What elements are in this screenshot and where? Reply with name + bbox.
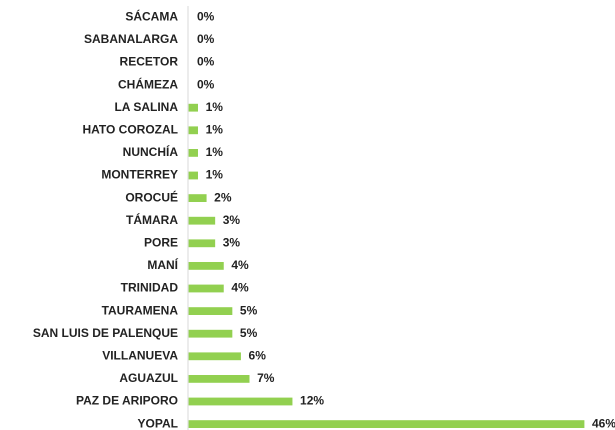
value-label: 0%: [197, 77, 215, 91]
category-label: AGUAZUL: [119, 371, 178, 385]
category-label: HATO COROZAL: [82, 122, 178, 136]
bar: [188, 261, 224, 270]
category-label: PAZ DE ARIPORO: [76, 394, 178, 408]
value-label: 0%: [197, 32, 215, 46]
category-label: YOPAL: [138, 416, 178, 430]
bar: [188, 397, 293, 406]
bar: [188, 420, 585, 429]
category-label: MONTERREY: [101, 168, 178, 182]
bar: [188, 216, 216, 225]
category-label: CHÁMEZA: [118, 76, 178, 91]
value-label: 0%: [197, 55, 215, 69]
bar: [188, 171, 198, 180]
value-label: 4%: [231, 281, 249, 295]
bar: [188, 352, 241, 361]
bar: [188, 194, 207, 203]
value-label: 3%: [223, 213, 241, 227]
category-label: TAURAMENA: [102, 303, 179, 317]
bar: [188, 126, 198, 135]
bar: [188, 239, 216, 248]
value-label: 4%: [231, 258, 249, 272]
value-label: 1%: [206, 145, 224, 159]
value-label: 5%: [240, 303, 258, 317]
value-label: 3%: [223, 235, 241, 249]
bar: [188, 284, 224, 293]
category-label: TÁMARA: [126, 212, 178, 227]
bar: [188, 307, 233, 316]
category-label: LA SALINA: [114, 100, 178, 114]
bar: [188, 329, 233, 338]
category-label: OROCUÉ: [125, 189, 178, 204]
category-label: SAN LUIS DE PALENQUE: [33, 326, 178, 340]
value-label: 7%: [257, 371, 275, 385]
value-label: 12%: [300, 394, 324, 408]
category-label: NUNCHÍA: [123, 144, 179, 159]
value-label: 0%: [197, 9, 215, 23]
bar: [188, 148, 198, 157]
category-label: VILLANUEVA: [102, 348, 178, 362]
category-label: MANÍ: [147, 257, 178, 272]
value-label: 2%: [214, 190, 232, 204]
category-label: SABANALARGA: [84, 32, 178, 46]
category-label: SÁCAMA: [125, 8, 178, 23]
category-label: TRINIDAD: [121, 281, 179, 295]
value-label: 1%: [206, 168, 224, 182]
category-label: RECETOR: [120, 55, 179, 69]
value-label: 1%: [206, 122, 224, 136]
bar: [188, 374, 250, 383]
value-label: 1%: [206, 100, 224, 114]
category-label: PORE: [144, 235, 178, 249]
value-label: 46%: [592, 416, 615, 430]
bar: [188, 103, 198, 112]
value-label: 5%: [240, 326, 258, 340]
value-label: 6%: [249, 348, 267, 362]
